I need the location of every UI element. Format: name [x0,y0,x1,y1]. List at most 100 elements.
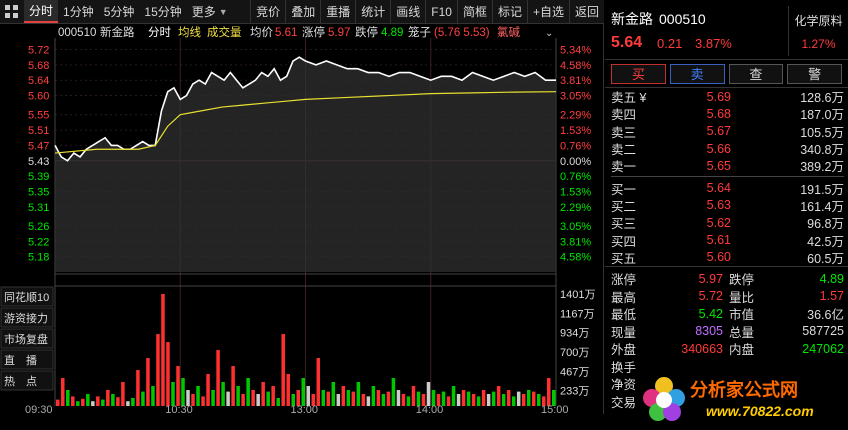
volume-bar [436,394,441,406]
book-volume: 105.5万 [800,125,844,140]
buy-level-3[interactable]: 买三 5.62 96.8万 [611,214,844,232]
volume-bar [416,391,421,406]
tab-period-3[interactable]: 15分钟 [144,5,182,19]
buy-button[interactable]: 买 [611,63,666,84]
volume-bar [61,378,65,406]
stat-value: 5.72 [698,289,723,304]
volume-bar [136,370,140,406]
volume-bar [261,382,265,406]
book-price: 5.62 [706,215,731,230]
tool-button-2[interactable]: 重播 [320,0,355,23]
watermark-title: 分析家公式网 [690,379,798,400]
tab-intraday[interactable]: 分时 [24,0,59,23]
side-menu-item[interactable] [0,286,54,307]
book-price: 5.65 [706,158,731,173]
stat-value: 5.97 [698,271,723,286]
stat-label-2: 跌停 [729,273,755,288]
pct-tick: 0.76% [560,171,591,183]
stat-value: 8305 [695,324,723,339]
sell-level-5[interactable]: 卖五 ¥ 5.69 128.6万 [611,88,844,106]
header-box-values: (5.76 5.53) [434,27,490,39]
buy-level-4[interactable]: 买四 5.61 42.5万 [611,231,844,249]
volume-bar [486,394,491,406]
stat-label: 交易 [611,395,637,410]
grid-icon[interactable] [5,4,19,19]
tool-button-6[interactable]: 简框 [456,0,492,23]
avg-line [54,91,557,154]
intraday-chart[interactable]: 000510 新金路 分时 均线 成交量 均价 5.61 涨停 5.97 跌停 4.89 笼子 (5.7… [0,24,604,414]
check-button[interactable]: 查 [728,63,784,84]
book-price: 5.63 [706,198,731,213]
tool-button-0[interactable]: 竞价 [250,0,285,23]
tool-button-3[interactable]: 统计 [355,0,390,23]
pct-tick: 5.34% [560,45,591,57]
tool-button-7[interactable]: 标记 [491,0,527,23]
buy-level-2[interactable]: 买二 5.63 161.4万 [611,197,844,214]
volume-bar [211,390,215,406]
pct-tick: 3.05% [560,91,591,103]
book-volume: 389.2万 [800,160,844,175]
volume-bar [441,391,446,406]
buy-level-5[interactable]: 买五 5.60 60.5万 [611,249,844,266]
stat-value-2: 1.57 [819,289,844,304]
side-menu-item[interactable] [0,349,54,370]
book-volume: 42.5万 [807,234,844,249]
tool-button-4[interactable]: 画线 [390,0,425,23]
sell-level-3[interactable]: 卖三 5.67 105.5万 [611,123,844,140]
book-volume: 191.5万 [800,182,844,197]
tool-button-9[interactable]: 返回 [568,0,604,23]
price-tick: 5.43 [28,156,49,168]
price-tick: 5.51 [28,125,49,137]
volume-bar [461,390,466,406]
side-menu-item[interactable] [0,307,54,328]
volume-bar [521,394,526,406]
sector-tag[interactable]: 化学原料 1.27% [788,6,848,56]
volume-bar [426,382,431,406]
volume-bar [456,394,461,406]
volume-bar [531,391,536,406]
sell-level-1[interactable]: 卖一 5.65 389.2万 [611,157,844,175]
price-tick: 5.18 [28,252,49,264]
tool-button-5[interactable]: F10 [425,0,457,23]
sell-level-4[interactable]: 卖四 5.68 187.0万 [611,105,844,123]
tab-period-2[interactable]: 5分钟 [103,5,135,19]
volume-bar [171,382,175,406]
volume-bar [146,358,150,406]
tab-more[interactable]: 更多 ▼ [191,5,228,19]
stat-row: 最高 5.72 量比 1.57 [611,287,844,305]
trade-buttons: 买 卖 查 警 [605,60,848,88]
stock-code: 000510 [659,11,706,27]
volume-bar [71,396,75,406]
pct-tick: 0.00% [560,156,591,168]
volume-bar [276,398,280,406]
price-tick: 5.22 [28,236,49,248]
stat-label-2: 内盘 [729,343,755,358]
book-level-label: 卖一 [611,160,637,175]
volume-bar [186,390,190,406]
volume-bar [236,386,240,406]
sell-button[interactable]: 卖 [669,63,725,84]
stat-value-2: 247062 [802,341,844,356]
sell-level-2[interactable]: 卖二 5.66 340.8万 [611,140,844,158]
stat-value-2: 36.6亿 [807,308,844,323]
order-book: 卖五 ¥ 5.69 128.6万 卖四 5.68 187.0万 卖三 5.67 105.5万 卖二… [605,88,848,266]
stat-label-2: 市值 [729,308,755,323]
stock-name: 新金路 000510 [611,11,706,27]
side-menu-item[interactable] [0,328,54,349]
intraday-chart-svg[interactable]: 000510 新金路 分时 均线 成交量 均价 5.61 涨停 5.97 跌停 4.89 笼子 (5.7… [0,24,604,414]
header-chevron-icon[interactable]: ⌄ [545,28,553,39]
stat-row: 最低 5.42 市值 36.6亿 [611,305,844,323]
tab-period-1[interactable]: 1分钟 [63,5,94,19]
price-tick: 5.31 [28,202,49,214]
alert-button[interactable]: 警 [787,63,842,84]
tool-button-1[interactable]: 叠加 [285,0,320,23]
tool-buttons: 竞价 叠加 重播 统计 画线 F10 简框 标记 +自选 返回 [250,0,604,23]
pct-tick: 2.29% [560,202,591,214]
volume-bar [226,391,230,406]
stat-row: 净资 [611,375,844,393]
buy-level-1[interactable]: 买一 5.64 191.5万 [611,179,844,197]
book-level-label: 买五 [611,251,637,266]
side-menu-item[interactable] [0,370,54,391]
tool-button-8[interactable]: +自选 [526,0,569,23]
volume-bar [356,382,361,406]
